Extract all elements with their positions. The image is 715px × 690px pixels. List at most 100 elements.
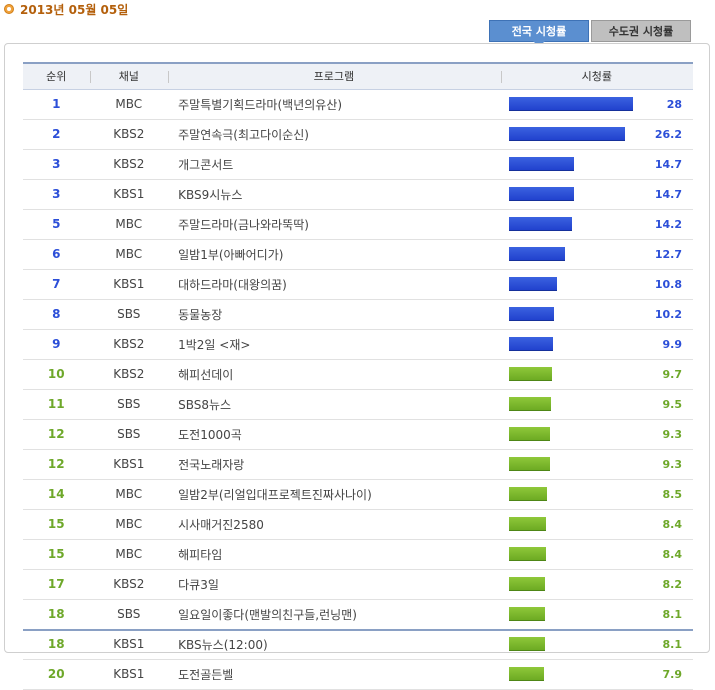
- rating-cell: 9.9: [501, 329, 693, 359]
- rank-cell: 12: [47, 457, 65, 471]
- table-row: 18 SBS 일요일이좋다(맨발의친구들,런닝맨) 8.1: [23, 599, 693, 629]
- program-cell: 전국노래자랑: [178, 457, 245, 472]
- rating-bar: [508, 126, 625, 141]
- program-cell: 주말특별기획드라마(백년의유산): [178, 97, 343, 112]
- rating-cell: 10.2: [501, 299, 693, 329]
- rank-cell: 6: [52, 247, 61, 261]
- table-bottom-border: [23, 629, 693, 631]
- rank-cell: 8: [52, 307, 61, 321]
- rating-bar-track: [508, 186, 637, 201]
- rating-bar-container: 8.5: [502, 481, 692, 508]
- rating-value: 9.5: [662, 397, 683, 411]
- tab-capital-rating[interactable]: 수도권 시청률: [591, 20, 691, 42]
- rating-bar: [508, 96, 633, 111]
- rating-bar-container: 28: [502, 91, 692, 118]
- rank-cell: 18: [47, 637, 65, 651]
- rating-bar: [508, 156, 574, 171]
- table-row: 10 KBS2 해피선데이 9.7: [23, 359, 693, 389]
- rating-cell: 8.1: [501, 599, 693, 629]
- channel-cell: SBS: [117, 307, 141, 321]
- table-row: 3 KBS2 개그콘서트 14.7: [23, 149, 693, 179]
- table-body: 1 MBC 주말특별기획드라마(백년의유산) 28 2 KBS2 주말연속극(최고다이순신)…: [23, 89, 693, 689]
- channel-cell: KBS2: [113, 367, 145, 381]
- program-cell: SBS8뉴스: [178, 397, 232, 412]
- table-row: 15 MBC 시사매거진2580 8.4: [23, 509, 693, 539]
- rating-bar: [508, 666, 544, 681]
- channel-cell: KBS2: [113, 577, 145, 591]
- channel-cell: KBS1: [113, 187, 145, 201]
- program-cell: 개그콘서트: [178, 157, 234, 172]
- rank-cell: 9: [52, 337, 61, 351]
- table-row: 5 MBC 주말드라마(금나와라뚝딱) 14.2: [23, 209, 693, 239]
- program-cell: 주말연속극(최고다이순신): [178, 127, 309, 142]
- rating-bar: [508, 576, 545, 591]
- rating-bar: [508, 246, 565, 261]
- program-cell: 도전1000곡: [178, 427, 242, 442]
- program-cell: 대하드라마(대왕의꿈): [178, 277, 287, 292]
- table-row: 12 SBS 도전1000곡 9.3: [23, 419, 693, 449]
- rating-bar-track: [508, 306, 637, 321]
- rating-cell: 14.7: [501, 149, 693, 179]
- rank-cell: 3: [52, 157, 61, 171]
- table-row: 18 KBS1 KBS뉴스(12:00) 8.1: [23, 629, 693, 659]
- program-cell: 동물농장: [178, 307, 223, 322]
- channel-cell: KBS1: [113, 637, 145, 651]
- rating-bar: [508, 636, 545, 651]
- header-rank: 순위: [46, 70, 67, 84]
- rank-cell: 14: [47, 487, 65, 501]
- rank-cell: 5: [52, 217, 61, 231]
- header-channel: 채널: [89, 63, 169, 89]
- rating-bar-track: [508, 426, 637, 441]
- rating-bar-track: [508, 666, 637, 681]
- table-row: 9 KBS2 1박2일 <재> 9.9: [23, 329, 693, 359]
- rating-value: 14.7: [654, 157, 682, 171]
- tab-national-rating[interactable]: 전국 시청률: [489, 20, 589, 42]
- rank-cell: 7: [52, 277, 61, 291]
- rating-bar-container: 12.7: [502, 241, 692, 268]
- rating-bar-container: 9.3: [502, 421, 692, 448]
- rating-cell: 28: [501, 89, 693, 119]
- program-cell: 다큐3일: [178, 577, 219, 592]
- rating-tabs: 전국 시청률 수도권 시청률: [489, 20, 691, 42]
- rating-bar-track: [508, 96, 637, 111]
- rating-cell: 8.2: [501, 569, 693, 599]
- table-header-row: 순위 채널 프로그램 시청률: [23, 63, 693, 89]
- rating-value: 12.7: [654, 247, 682, 261]
- rating-bar-container: 14.2: [502, 211, 692, 238]
- rating-bar-track: [508, 486, 637, 501]
- rating-value: 14.7: [654, 187, 682, 201]
- rating-bar-container: 9.5: [502, 391, 692, 418]
- rating-bar-track: [508, 576, 637, 591]
- header-program: 프로그램: [168, 63, 500, 89]
- rating-cell: 9.3: [501, 449, 693, 479]
- program-cell: 해피타임: [178, 547, 223, 562]
- rating-bar-container: 14.7: [502, 151, 692, 178]
- rating-value: 9.7: [662, 367, 683, 381]
- channel-cell: KBS1: [113, 277, 145, 291]
- rank-cell: 3: [52, 187, 61, 201]
- program-cell: 주말드라마(금나와라뚝딱): [178, 217, 309, 232]
- rating-bar-container: 9.3: [502, 451, 692, 478]
- program-cell: 시사매거진2580: [178, 517, 264, 532]
- rating-bar-track: [508, 126, 637, 141]
- rating-bar-track: [508, 366, 637, 381]
- table-row: 20 KBS1 도전골든벨 7.9: [23, 659, 693, 689]
- rank-cell: 17: [47, 577, 65, 591]
- rating-bar-track: [508, 246, 637, 261]
- channel-cell: MBC: [115, 517, 143, 531]
- rating-bar: [508, 396, 551, 411]
- table-row: 14 MBC 일밤2부(리얼입대프로젝트진짜사나이) 8.5: [23, 479, 693, 509]
- rating-cell: 10.8: [501, 269, 693, 299]
- rating-bar: [508, 606, 545, 621]
- rating-cell: 8.5: [501, 479, 693, 509]
- rank-cell: 1: [52, 97, 61, 111]
- rating-bar-track: [508, 546, 637, 561]
- rating-value: 8.5: [662, 487, 683, 501]
- rating-value: 8.2: [662, 577, 683, 591]
- rating-bar: [508, 486, 547, 501]
- rating-cell: 7.9: [501, 659, 693, 689]
- rating-bar-track: [508, 636, 637, 651]
- rating-bar: [508, 516, 546, 531]
- rating-bar-track: [508, 516, 637, 531]
- channel-cell: MBC: [115, 547, 143, 561]
